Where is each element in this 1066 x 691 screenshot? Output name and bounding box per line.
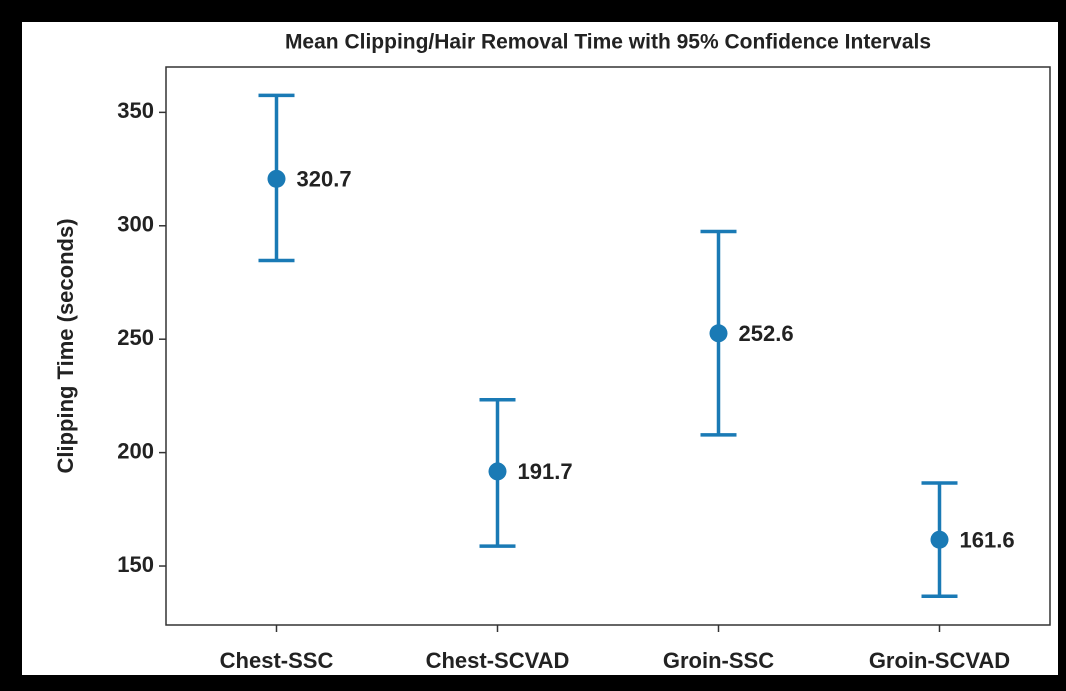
x-tick-label: Groin-SCVAD [869,648,1010,673]
data-label: 320.7 [297,167,352,192]
data-label: 191.7 [518,459,573,484]
chart-background [22,22,1058,675]
y-tick-label: 300 [117,212,154,237]
y-axis-label: Clipping Time (seconds) [53,218,78,473]
mean-point [488,462,507,481]
y-tick-label: 250 [117,325,154,350]
chart-title: Mean Clipping/Hair Removal Time with 95%… [285,31,931,54]
mean-point [709,324,728,343]
y-tick-label: 150 [117,552,154,577]
y-tick-label: 350 [117,98,154,123]
data-label: 252.6 [739,321,794,346]
mean-point [930,530,949,549]
plot-frame [165,66,1051,626]
x-tick-label: Chest-SSC [220,648,334,673]
x-tick-label: Groin-SSC [663,648,774,673]
x-tick-label: Chest-SCVAD [426,648,570,673]
y-tick-label: 200 [117,438,154,463]
mean-point [267,169,286,188]
data-label: 161.6 [960,528,1015,553]
